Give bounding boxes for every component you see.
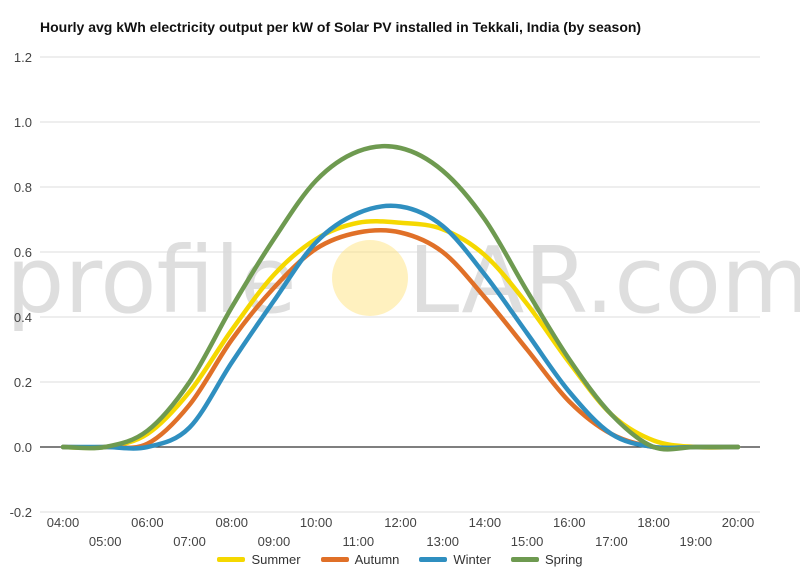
legend-swatch — [510, 556, 539, 562]
grid-layer — [40, 56, 760, 513]
legend-label: Winter — [453, 551, 491, 567]
legend-item-spring: Spring — [510, 550, 583, 568]
x-tick-label: 09:00 — [258, 534, 291, 549]
x-tick-label: 07:00 — [173, 534, 206, 549]
watermark-text-left: profile — [6, 227, 297, 334]
x-axis-ticks: 04:00 05:00 06:00 07:00 08:00 09:00 10:00 11:00… — [47, 515, 755, 549]
legend: Summer Autumn Winter Spring — [0, 550, 800, 568]
y-tick-label: 1.2 — [14, 50, 32, 65]
legend-swatch — [217, 556, 246, 562]
x-tick-label: 19:00 — [680, 534, 713, 549]
x-tick-label: 10:00 — [300, 515, 333, 530]
x-tick-label: 08:00 — [215, 515, 248, 530]
x-tick-label: 06:00 — [131, 515, 164, 530]
series-layer — [60, 143, 741, 452]
x-tick-label: 11:00 — [343, 534, 375, 549]
x-tick-label: 13:00 — [426, 534, 459, 549]
x-tick-label: 16:00 — [553, 515, 586, 530]
y-tick-label: 0.8 — [14, 180, 32, 195]
y-tick-label: -0.2 — [10, 505, 32, 520]
x-tick-label: 04:00 — [47, 515, 80, 530]
x-tick-label: 14:00 — [469, 515, 502, 530]
legend-item-summer: Summer — [217, 550, 301, 568]
watermark: profile LAR.com — [6, 227, 800, 334]
x-tick-label: 18:00 — [637, 515, 670, 530]
legend-label: Summer — [251, 551, 301, 567]
legend-item-autumn: Autumn — [320, 550, 400, 568]
series-line-spring — [60, 143, 741, 452]
x-tick-label: 17:00 — [595, 534, 628, 549]
chart-title: Hourly avg kWh electricity output per kW… — [40, 19, 642, 35]
y-tick-label: 0.0 — [14, 440, 32, 455]
legend-label: Autumn — [354, 551, 400, 567]
legend-swatch — [419, 556, 448, 562]
y-tick-label: 1.0 — [14, 115, 32, 130]
x-tick-label: 05:00 — [89, 534, 122, 549]
watermark-sun-icon — [332, 240, 408, 316]
y-tick-label: 0.2 — [14, 375, 32, 390]
series-line-winter — [60, 203, 741, 451]
x-tick-label: 12:00 — [384, 515, 417, 530]
legend-swatch — [320, 556, 349, 562]
x-tick-label: 15:00 — [511, 534, 544, 549]
y-tick-label: 0.4 — [14, 310, 32, 325]
y-axis-ticks: -0.2 0.0 0.2 0.4 0.6 0.8 1.0 1.2 — [10, 50, 32, 520]
y-tick-label: 0.6 — [14, 245, 32, 260]
legend-label: Spring — [544, 551, 583, 567]
x-tick-label: 20:00 — [722, 515, 755, 530]
legend-item-winter: Winter — [419, 550, 491, 568]
